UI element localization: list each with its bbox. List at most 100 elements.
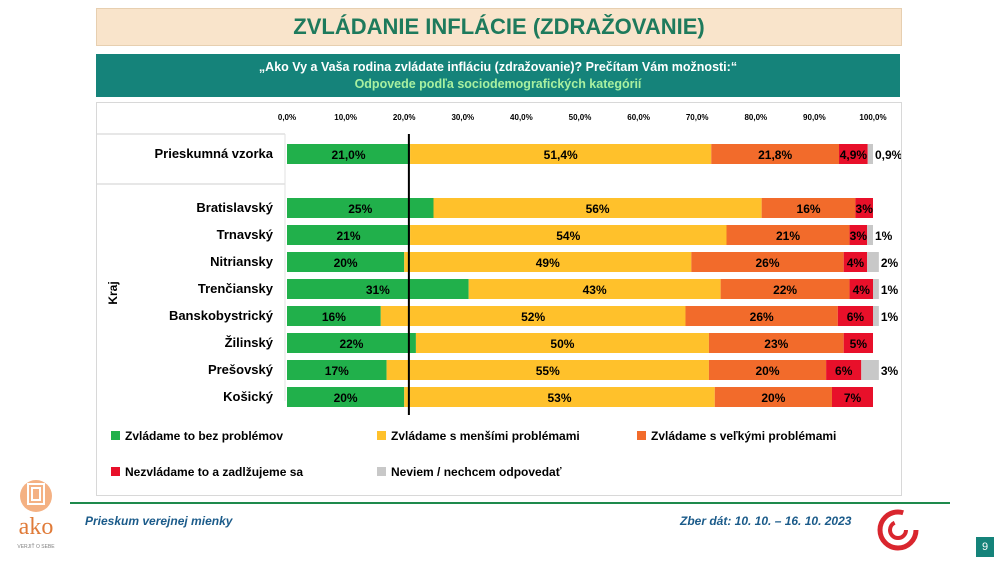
footer-survey-label: Prieskum verejnej mienky (85, 514, 233, 528)
x-tick-label: 70,0% (686, 113, 709, 122)
logo-tagline: VERJIŤ O SEBE (17, 542, 55, 550)
logo-text: ako (19, 514, 54, 540)
category-label: Bratislavský (196, 200, 273, 215)
bar-data-label: 53% (547, 391, 571, 405)
bar-data-label: 4,9% (840, 148, 868, 162)
bar-data-label: 21,8% (758, 148, 792, 162)
bar-segment (404, 387, 715, 407)
bar-segment (837, 306, 873, 326)
bar-data-label: 2% (881, 256, 899, 270)
bar-segment (433, 198, 762, 218)
bar-segment (287, 306, 381, 326)
category-label: Trenčiansky (198, 281, 274, 296)
bar-data-label: 55% (536, 364, 560, 378)
category-label: Žilinský (225, 335, 274, 350)
bar-data-label: 50% (550, 337, 574, 351)
bar-data-label: 3% (881, 364, 899, 378)
bar-segment (410, 144, 712, 164)
bar-data-label: 6% (847, 310, 865, 324)
bar-data-label: 23% (764, 337, 788, 351)
category-label: Nitriansky (210, 254, 274, 269)
ako-logo-icon: ako VERJIŤ O SEBE (17, 480, 55, 550)
bar-segment (849, 225, 868, 245)
bar-segment (287, 387, 405, 407)
bar-segment (380, 306, 686, 326)
bar-data-label: 4% (847, 256, 865, 270)
category-label: Trnavský (217, 227, 274, 242)
bar-segment (855, 198, 873, 218)
legend-label: Zvládame s veľkými problémami (651, 429, 836, 443)
bar-data-label: 7% (844, 391, 862, 405)
question-banner: „Ako Vy a Vaša rodina zvládate infláciu … (96, 54, 900, 97)
bar-segment (287, 252, 405, 272)
bar-data-label: 26% (750, 310, 774, 324)
bar-segment (685, 306, 838, 326)
bar-data-label: 22% (773, 283, 797, 297)
slide-title-text: ZVLÁDANIE INFLÁCIE (ZDRAŽOVANIE) (293, 14, 705, 39)
bar-data-label: 21% (337, 229, 361, 243)
stacked-bar-chart: 0,0% 10,0% 20,0% 30,0% 40,0% 50,0% 60,0% 70,0% 8… (97, 113, 901, 479)
legend-swatch (377, 467, 386, 476)
category-label: Prešovský (208, 362, 274, 377)
question-text: „Ako Vy a Vaša rodina zvládate infláciu … (258, 60, 738, 74)
swirl-logo-icon (877, 509, 919, 551)
bar-data-label: 20% (334, 391, 358, 405)
legend-swatch (637, 431, 646, 440)
x-tick-label: 10,0% (334, 113, 357, 122)
bar-segment (867, 252, 879, 272)
x-tick-label: 80,0% (744, 113, 767, 122)
bar-segment (726, 225, 850, 245)
bar-segment (849, 279, 873, 299)
category-label: Košický (223, 389, 274, 404)
legend-label: Zvládame to bez problémov (125, 429, 283, 443)
bar-data-label: 1% (875, 229, 893, 243)
category-label: Prieskumná vzorka (154, 146, 273, 161)
category-label: Banskobystrický (169, 308, 274, 323)
bar-segment (843, 333, 873, 353)
footer-date-label: Zber dát: 10. 10. – 16. 10. 2023 (680, 514, 852, 528)
bar-data-label: 26% (756, 256, 780, 270)
bar-data-label: 4% (853, 283, 871, 297)
chart-frame: 0,0% 10,0% 20,0% 30,0% 40,0% 50,0% 60,0% 70,0% 8… (96, 102, 902, 496)
x-tick-label: 20,0% (393, 113, 416, 122)
bar-data-label: 31% (366, 283, 390, 297)
bar-segment (287, 198, 434, 218)
bar-data-label: 5% (850, 337, 868, 351)
bar-segment (867, 144, 873, 164)
bar-data-label: 0,9% (875, 148, 901, 162)
bar-segment (287, 333, 416, 353)
bar-segment (761, 198, 856, 218)
bar-data-label: 16% (797, 202, 821, 216)
bar-data-label: 3% (850, 229, 868, 243)
bar-data-label: 1% (881, 310, 899, 324)
bar-segment (287, 225, 411, 245)
bar-data-label: 51,4% (544, 148, 578, 162)
x-tick-label: 100,0% (859, 113, 886, 122)
bar-data-label: 21% (776, 229, 800, 243)
bar-data-label: 20% (761, 391, 785, 405)
bar-data-label: 49% (536, 256, 560, 270)
bar-segment (873, 279, 879, 299)
bar-data-label: 6% (835, 364, 853, 378)
x-tick-label: 40,0% (510, 113, 533, 122)
bar-segment (287, 360, 387, 380)
legend-label: Nezvládame to a zadlžujeme sa (125, 465, 303, 479)
bar-data-label: 43% (583, 283, 607, 297)
bar-data-label: 16% (322, 310, 346, 324)
bar-data-label: 21,0% (332, 148, 366, 162)
bar-segment (708, 333, 844, 353)
bar-segment (826, 360, 862, 380)
bar-data-label: 1% (881, 283, 899, 297)
bar-data-label: 56% (586, 202, 610, 216)
bar-data-label: 20% (334, 256, 358, 270)
group-label: Kraj (106, 281, 120, 304)
x-tick-label: 30,0% (451, 113, 474, 122)
subtitle-text: Odpovede podľa sociodemografických kateg… (354, 77, 642, 91)
page-number: 9 (976, 537, 994, 557)
bar-segment (708, 360, 827, 380)
bar-segment (843, 252, 868, 272)
x-tick-label: 0,0% (278, 113, 296, 122)
bar-segment (831, 387, 873, 407)
bar-segment (410, 225, 727, 245)
bar-data-label: 3% (856, 202, 874, 216)
